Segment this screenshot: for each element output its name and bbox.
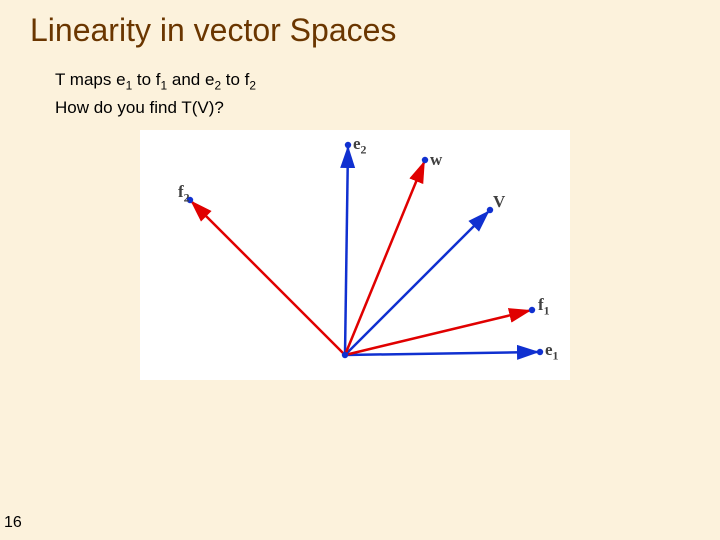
- vector-label-e1: e1: [545, 340, 559, 363]
- vector-label-V: V: [493, 192, 505, 212]
- body-line-1: T maps e1 to f1 and e2 to f2: [55, 70, 256, 92]
- text-frag: T maps e: [55, 70, 126, 89]
- vector-label-f1: f1: [538, 295, 550, 318]
- slide-title: Linearity in vector Spaces: [30, 12, 396, 49]
- vector-label-e2: e2: [353, 134, 367, 157]
- body-line-2: How do you find T(V)?: [55, 98, 224, 118]
- slide-number: 16: [4, 514, 22, 532]
- vector-diagram: e1 f1 e2 f2 Vw: [140, 130, 570, 380]
- vector-label-w: w: [430, 150, 442, 170]
- text-frag: to f: [221, 70, 249, 89]
- subscript: 2: [249, 78, 256, 92]
- text-frag: to f: [132, 70, 160, 89]
- text-frag: and e: [167, 70, 214, 89]
- vector-svg: [140, 130, 570, 380]
- vector-label-f2: f2: [178, 182, 190, 205]
